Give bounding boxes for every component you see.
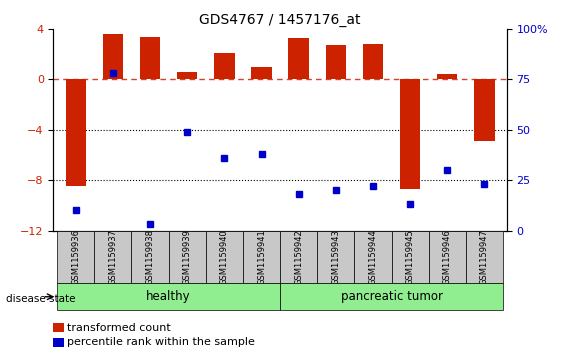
Bar xyxy=(214,53,235,79)
Bar xyxy=(57,283,280,310)
Bar xyxy=(325,45,346,79)
Text: GSM1159941: GSM1159941 xyxy=(257,229,266,285)
Text: GSM1159944: GSM1159944 xyxy=(368,229,377,285)
Bar xyxy=(251,67,272,79)
Bar xyxy=(280,283,503,310)
Text: GSM1159946: GSM1159946 xyxy=(443,229,452,285)
Bar xyxy=(206,231,243,283)
Text: GSM1159936: GSM1159936 xyxy=(72,229,81,285)
Text: percentile rank within the sample: percentile rank within the sample xyxy=(67,337,255,347)
Bar xyxy=(474,79,495,141)
Text: pancreatic tumor: pancreatic tumor xyxy=(341,290,443,303)
Bar xyxy=(363,44,383,79)
Bar xyxy=(280,231,317,283)
Bar xyxy=(466,231,503,283)
Text: GSM1159937: GSM1159937 xyxy=(109,229,118,285)
Text: GSM1159945: GSM1159945 xyxy=(405,229,414,285)
Bar xyxy=(65,79,86,187)
Text: healthy: healthy xyxy=(146,290,191,303)
Text: transformed count: transformed count xyxy=(67,323,171,333)
Bar xyxy=(428,231,466,283)
Bar xyxy=(243,231,280,283)
Text: GSM1159940: GSM1159940 xyxy=(220,229,229,285)
Bar xyxy=(95,231,132,283)
Bar xyxy=(140,37,160,79)
Bar xyxy=(288,38,309,79)
Bar xyxy=(317,231,354,283)
Bar xyxy=(354,231,391,283)
Text: GSM1159947: GSM1159947 xyxy=(480,229,489,285)
Bar xyxy=(177,72,198,79)
Title: GDS4767 / 1457176_at: GDS4767 / 1457176_at xyxy=(199,13,361,26)
Text: GSM1159939: GSM1159939 xyxy=(183,229,192,285)
Bar xyxy=(437,74,458,79)
Text: disease state: disease state xyxy=(6,294,75,305)
Bar xyxy=(169,231,206,283)
Bar xyxy=(102,34,123,79)
Bar xyxy=(391,231,428,283)
Text: GSM1159942: GSM1159942 xyxy=(294,229,303,285)
Text: GSM1159938: GSM1159938 xyxy=(146,229,155,285)
Text: GSM1159943: GSM1159943 xyxy=(331,229,340,285)
Bar xyxy=(400,79,421,189)
Bar xyxy=(132,231,169,283)
Bar xyxy=(57,231,95,283)
